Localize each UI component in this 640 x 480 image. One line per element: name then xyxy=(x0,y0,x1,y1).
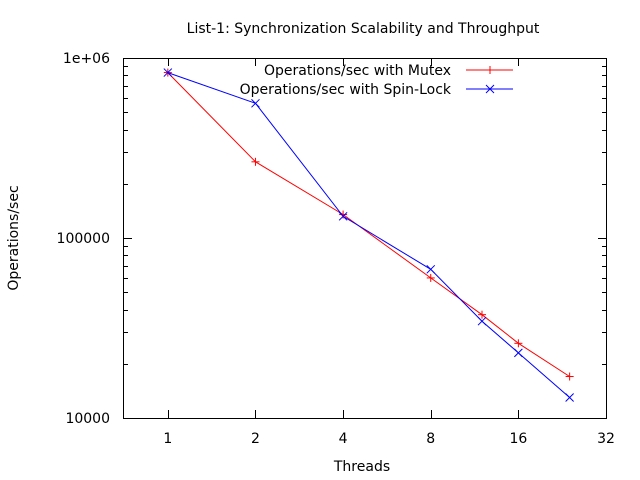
data-point-spinlock xyxy=(426,264,436,274)
x-tick-label: 32 xyxy=(597,431,615,447)
legend-marker-mutex xyxy=(486,66,494,74)
data-point-spinlock xyxy=(251,98,260,108)
marker-stroke xyxy=(163,68,173,77)
plot-frame xyxy=(123,58,607,419)
x-axis-ticks: 1 2 4 8 16 32 xyxy=(163,58,615,447)
y-tick-label: 100000 xyxy=(57,231,110,247)
marker-stroke xyxy=(477,316,487,326)
data-point-mutex xyxy=(477,310,486,319)
series-layer xyxy=(163,68,574,402)
marker-stroke xyxy=(251,98,260,108)
chart-title: List-1: Synchronization Scalability and … xyxy=(187,21,540,37)
x-tick-label: 2 xyxy=(251,431,260,447)
marker-stroke xyxy=(426,264,436,274)
data-point-spinlock xyxy=(477,316,487,326)
y-tick-label: 10000 xyxy=(65,411,110,427)
x-tick-label: 16 xyxy=(509,431,527,447)
x-tick-label: 1 xyxy=(163,431,172,447)
data-point-mutex xyxy=(565,372,574,381)
x-axis-label: Threads xyxy=(333,459,390,475)
y-tick-label: 1e+06 xyxy=(63,51,110,67)
data-point-mutex xyxy=(426,273,435,282)
marker-stroke xyxy=(338,211,348,221)
marker-stroke xyxy=(565,393,574,402)
data-point-spinlock xyxy=(565,393,574,402)
y-axis-ticks: 10000 100000 1e+06 xyxy=(57,51,606,427)
data-point-spinlock xyxy=(514,348,523,358)
data-point-mutex xyxy=(251,157,260,166)
data-point-spinlock xyxy=(338,211,348,221)
data-point-mutex xyxy=(339,210,348,219)
y-axis-label: Operations/sec xyxy=(6,185,22,290)
data-point-spinlock xyxy=(163,68,173,77)
legend: Operations/sec with Mutex Operations/sec… xyxy=(240,63,513,98)
x-tick-label: 4 xyxy=(339,431,348,447)
legend-label-spinlock: Operations/sec with Spin-Lock xyxy=(240,82,452,98)
legend-label-mutex: Operations/sec with Mutex xyxy=(264,63,451,79)
marker-stroke xyxy=(514,348,523,358)
data-point-mutex xyxy=(514,339,523,348)
marker-stroke xyxy=(485,84,495,94)
legend-marker-spinlock xyxy=(485,84,495,94)
x-tick-label: 8 xyxy=(426,431,435,447)
series-line-mutex xyxy=(167,72,570,377)
series-line-spinlock xyxy=(167,72,570,398)
